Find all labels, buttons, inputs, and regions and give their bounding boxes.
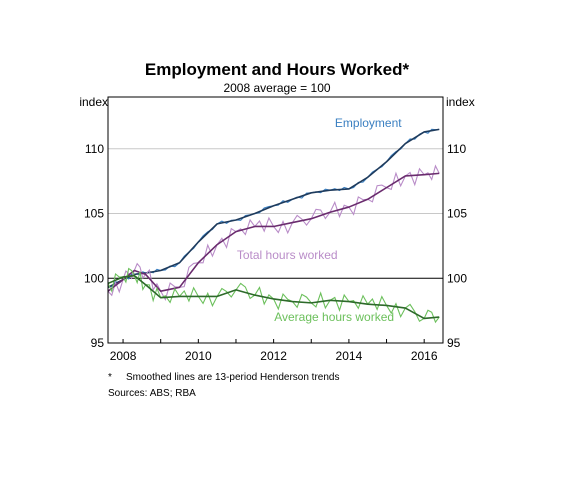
x-tick-label: 2014 <box>336 349 363 363</box>
plot-frame <box>107 96 444 344</box>
y-axis-unit-right: index <box>446 95 475 109</box>
series-label: Employment <box>335 116 402 130</box>
series-trend-line <box>107 128 440 289</box>
x-tick-label: 2012 <box>260 349 287 363</box>
footnote-text: Smoothed lines are 13-period Henderson t… <box>126 372 340 383</box>
series-trend-line <box>107 172 440 293</box>
y-ticks-right: 95 100 105 110 <box>447 142 467 350</box>
series-line <box>107 128 440 288</box>
y-tick-label-left: 105 <box>84 207 104 221</box>
series-label: Average hours worked <box>274 310 394 324</box>
series-layer <box>107 128 440 324</box>
y-tick-label-left: 95 <box>91 336 105 350</box>
series-label-layer: Employment Total hours worked Average hour… <box>237 116 402 324</box>
footnote: * Smoothed lines are 13-period Henderson … <box>108 372 339 383</box>
series-label: Total hours worked <box>237 248 338 262</box>
chart-subtitle: 2008 average = 100 <box>223 81 330 95</box>
y-tick-label-right: 105 <box>447 207 467 221</box>
gridlines <box>108 148 443 279</box>
x-tick-label: 2010 <box>185 349 212 363</box>
y-tick-label-right: 110 <box>447 142 466 156</box>
y-tick-label-right: 95 <box>447 336 461 350</box>
series-line <box>107 164 440 301</box>
y-ticks-left: 95 100 105 110 <box>84 142 104 350</box>
chart-title: Employment and Hours Worked* <box>145 60 410 79</box>
y-tick-label-left: 110 <box>85 142 104 156</box>
x-tick-label: 2016 <box>411 349 438 363</box>
x-ticks: 2008 2010 2012 2014 2016 <box>110 339 438 363</box>
x-tick-label: 2008 <box>110 349 137 363</box>
y-tick-label-right: 100 <box>447 271 467 285</box>
sources-note: Sources: ABS; RBA <box>108 388 196 399</box>
series-line <box>107 267 440 324</box>
y-axis-unit-left: index <box>79 95 108 109</box>
y-tick-label-left: 100 <box>84 271 104 285</box>
series-trend-line <box>107 274 440 320</box>
footnote-marker: * <box>108 372 112 383</box>
